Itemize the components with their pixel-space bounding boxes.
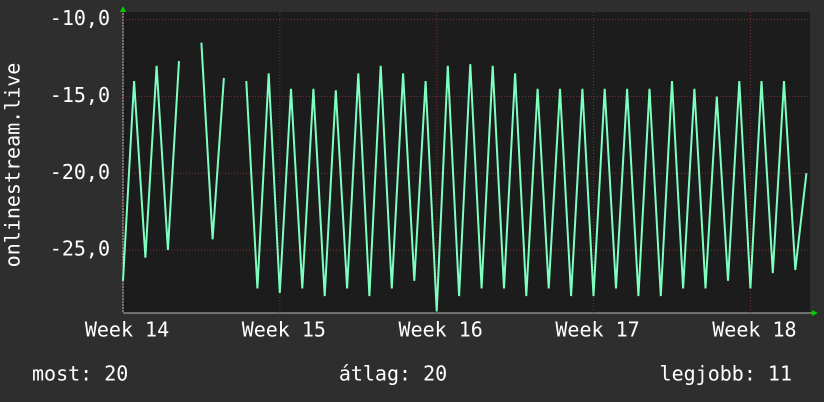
data-line	[245, 64, 808, 312]
footer-average: átlag: 20	[339, 362, 447, 386]
axis-arrow	[120, 6, 126, 12]
y-tick-label: -10,0	[50, 6, 110, 30]
y-tick-label: -15,0	[50, 83, 110, 107]
data-line	[122, 61, 180, 281]
footer-current: most: 20	[32, 362, 128, 386]
x-tick-label: Week 18	[712, 318, 796, 342]
footer-best: legjobb: 11	[660, 362, 792, 386]
axis-arrow	[812, 310, 818, 316]
y-tick-label: -25,0	[50, 237, 110, 261]
x-tick-label: Week 16	[399, 318, 483, 342]
x-tick-label: Week 15	[242, 318, 326, 342]
y-tick-label: -20,0	[50, 160, 110, 184]
y-axis-label: onlinestream.live	[1, 63, 25, 268]
data-line	[200, 42, 225, 240]
x-tick-label: Week 14	[85, 318, 169, 342]
x-tick-label: Week 17	[555, 318, 639, 342]
